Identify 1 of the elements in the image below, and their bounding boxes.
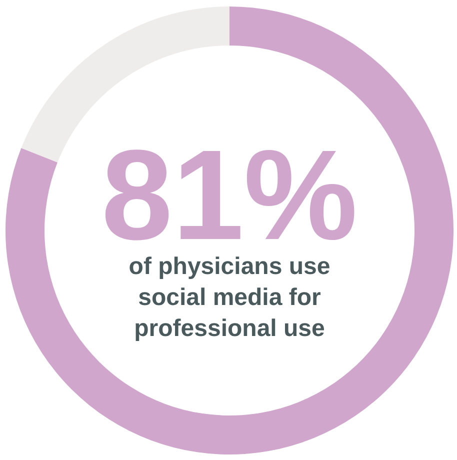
text: of physicians use social media for professional use <box>128 252 330 342</box>
